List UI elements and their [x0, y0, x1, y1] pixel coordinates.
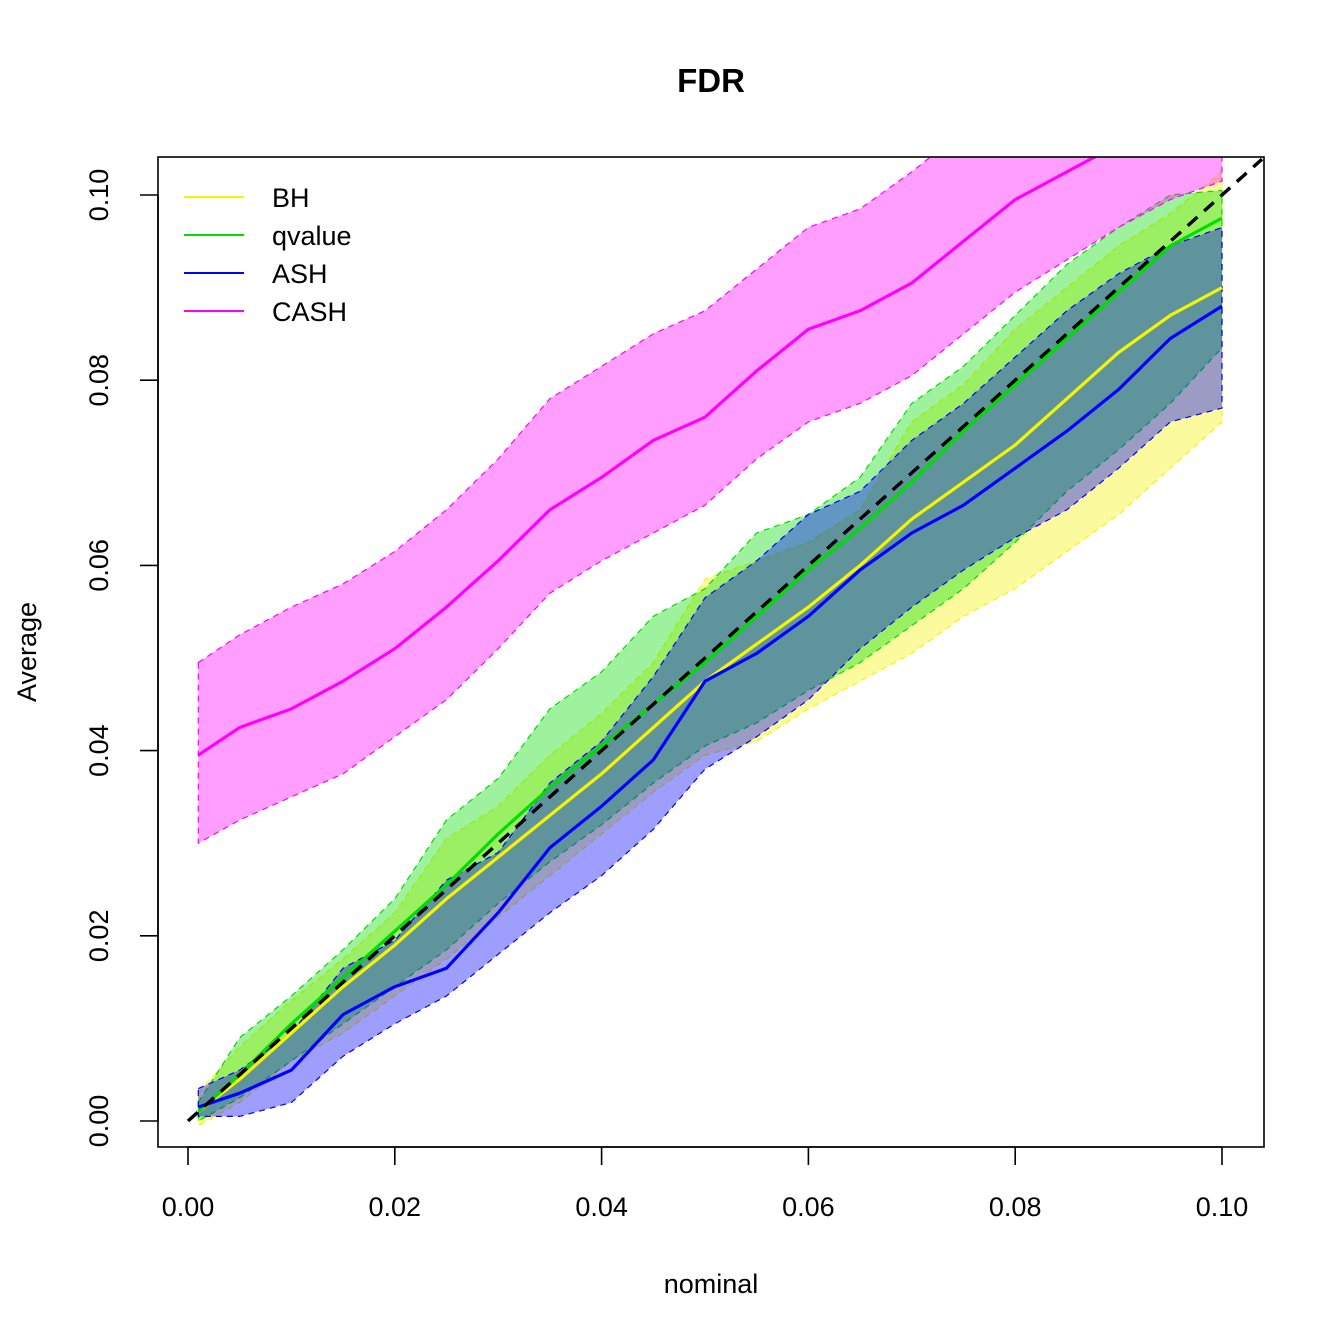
x-axis: 0.00 0.02 0.04 0.06 0.08 0.10 — [162, 1146, 1249, 1222]
y-tick-label: 0.04 — [84, 724, 114, 777]
legend-item-cash: CASH — [184, 297, 347, 327]
line-ash — [197, 304, 1223, 1109]
legend-label: ASH — [272, 259, 328, 289]
legend-item-bh: BH — [184, 183, 310, 213]
y-axis: 0.00 0.02 0.04 0.06 0.08 0.10 — [84, 169, 159, 1148]
y-tick-label: 0.10 — [84, 169, 114, 222]
y-axis-label: Average — [12, 602, 42, 702]
legend-label: BH — [272, 183, 310, 213]
x-tick-label: 0.04 — [575, 1192, 628, 1222]
x-tick-label: 0.10 — [1196, 1192, 1249, 1222]
band-bh — [197, 170, 1223, 1127]
legend: BH qvalue ASH CASH — [184, 183, 352, 327]
legend-label: CASH — [272, 297, 347, 327]
line-qvalue — [197, 216, 1223, 1113]
legend-item-ash: ASH — [184, 259, 328, 289]
x-tick-label: 0.08 — [989, 1192, 1042, 1222]
line-cash — [197, 157, 1098, 757]
x-tick-label: 0.00 — [162, 1192, 215, 1222]
legend-item-qvalue: qvalue — [184, 221, 352, 251]
legend-label: qvalue — [272, 221, 352, 251]
x-tick-label: 0.06 — [782, 1192, 835, 1222]
y-tick-label: 0.00 — [84, 1095, 114, 1148]
x-axis-label: nominal — [664, 1269, 759, 1299]
mean-lines — [197, 157, 1223, 1113]
y-tick-label: 0.08 — [84, 354, 114, 407]
x-tick-label: 0.02 — [369, 1192, 422, 1222]
band-cash — [197, 157, 1223, 845]
y-tick-label: 0.02 — [84, 910, 114, 963]
chart-title: FDR — [677, 62, 745, 99]
y-tick-label: 0.06 — [84, 539, 114, 592]
